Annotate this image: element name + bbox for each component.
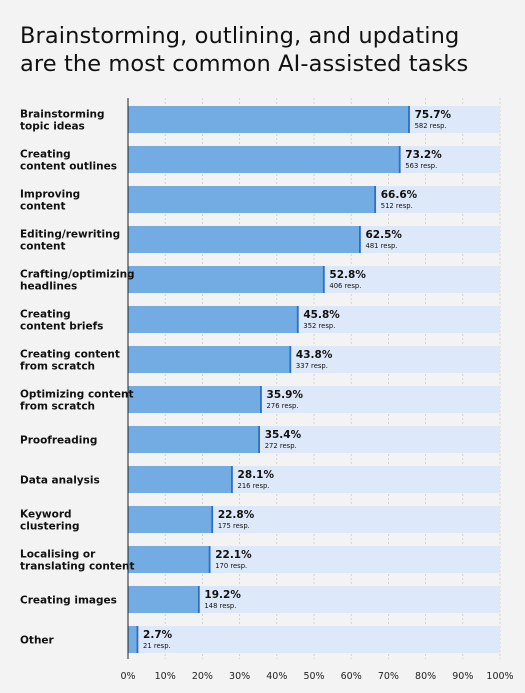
x-tick-label: 40% bbox=[266, 671, 287, 682]
value-label: 73.2% bbox=[405, 149, 442, 161]
category-label: from scratch bbox=[20, 361, 95, 373]
x-tick-label: 90% bbox=[452, 671, 473, 682]
x-tick-label: 100% bbox=[486, 671, 513, 682]
bar bbox=[128, 226, 361, 253]
bar-end-marker bbox=[208, 546, 211, 573]
bar-track bbox=[128, 626, 500, 653]
bar-end-marker bbox=[136, 626, 139, 653]
value-label: 19.2% bbox=[204, 589, 241, 601]
bar bbox=[128, 266, 325, 293]
category-label: from scratch bbox=[20, 401, 95, 413]
category-label: clustering bbox=[20, 521, 79, 533]
bar bbox=[128, 466, 233, 493]
bar-end-marker bbox=[289, 346, 292, 373]
bar-end-marker bbox=[359, 226, 361, 253]
response-count-label: 481 resp. bbox=[366, 242, 398, 250]
response-count-label: 21 resp. bbox=[143, 642, 171, 650]
category-label: Localising or bbox=[20, 549, 96, 561]
response-count-label: 352 resp. bbox=[303, 322, 335, 330]
value-label: 2.7% bbox=[143, 629, 173, 641]
bar bbox=[128, 626, 139, 653]
chart-title-line-2: are the most common AI-assisted tasks bbox=[20, 51, 469, 77]
response-count-label: 272 resp. bbox=[265, 442, 297, 450]
response-count-label: 175 resp. bbox=[218, 522, 250, 530]
bar bbox=[128, 306, 299, 333]
category-label: headlines bbox=[20, 281, 77, 293]
category-label: Creating bbox=[20, 309, 71, 321]
x-tick-label: 10% bbox=[155, 671, 176, 682]
category-label: content briefs bbox=[20, 321, 103, 333]
category-label: Creating bbox=[20, 149, 71, 161]
value-label: 66.6% bbox=[381, 189, 418, 201]
value-label: 43.8% bbox=[296, 349, 333, 361]
x-tick-label: 0% bbox=[120, 671, 135, 682]
category-label: Creating images bbox=[20, 595, 117, 607]
category-label: content bbox=[20, 241, 66, 253]
value-label: 22.8% bbox=[218, 509, 255, 521]
bar-end-marker bbox=[211, 506, 214, 533]
bar bbox=[128, 186, 376, 213]
value-label: 52.8% bbox=[329, 269, 366, 281]
response-count-label: 216 resp. bbox=[238, 482, 270, 490]
chart-title-line-1: Brainstorming, outlining, and updating bbox=[20, 23, 460, 49]
bar bbox=[128, 146, 401, 173]
response-count-label: 276 resp. bbox=[267, 402, 299, 410]
bar-end-marker bbox=[258, 426, 260, 453]
value-label: 45.8% bbox=[303, 309, 340, 321]
response-count-label: 170 resp. bbox=[215, 562, 247, 570]
bar bbox=[128, 346, 291, 373]
x-tick-label: 80% bbox=[415, 671, 436, 682]
response-count-label: 406 resp. bbox=[329, 282, 361, 290]
bar bbox=[128, 546, 211, 573]
category-label: Creating content bbox=[20, 349, 120, 361]
value-label: 62.5% bbox=[366, 229, 403, 241]
category-label: Optimizing content bbox=[20, 389, 134, 401]
x-tick-label: 70% bbox=[378, 671, 399, 682]
value-label: 75.7% bbox=[415, 109, 452, 121]
response-count-label: 582 resp. bbox=[415, 122, 447, 130]
category-label: Editing/rewriting bbox=[20, 229, 120, 241]
response-count-label: 512 resp. bbox=[381, 202, 413, 210]
category-label: Keyword bbox=[20, 509, 72, 521]
bar bbox=[128, 586, 200, 613]
bar-end-marker bbox=[231, 466, 233, 493]
category-label: Proofreading bbox=[20, 435, 97, 447]
category-label: Other bbox=[20, 635, 55, 647]
value-label: 35.9% bbox=[267, 389, 304, 401]
bar-end-marker bbox=[260, 386, 262, 413]
bar bbox=[128, 386, 262, 413]
category-label: Crafting/optimizing bbox=[20, 269, 135, 281]
value-label: 35.4% bbox=[265, 429, 302, 441]
category-label: content outlines bbox=[20, 161, 117, 173]
x-tick-label: 20% bbox=[192, 671, 213, 682]
category-label: Improving bbox=[20, 189, 80, 201]
bar-end-marker bbox=[408, 106, 410, 133]
bar bbox=[128, 426, 260, 453]
x-tick-label: 30% bbox=[229, 671, 250, 682]
value-label: 28.1% bbox=[238, 469, 275, 481]
category-label: Brainstorming bbox=[20, 109, 105, 121]
category-label: content bbox=[20, 201, 66, 213]
bar-end-marker bbox=[322, 266, 325, 293]
category-label: topic ideas bbox=[20, 121, 85, 133]
chart-title: Brainstorming, outlining, and updating a… bbox=[20, 22, 510, 78]
bar-end-marker bbox=[398, 146, 401, 173]
bar-end-marker bbox=[296, 306, 299, 333]
category-label: Data analysis bbox=[20, 475, 100, 487]
x-tick-label: 50% bbox=[303, 671, 324, 682]
bar-end-marker bbox=[197, 586, 200, 613]
x-tick-label: 60% bbox=[341, 671, 362, 682]
response-count-label: 563 resp. bbox=[405, 162, 437, 170]
bar-end-marker bbox=[374, 186, 377, 213]
category-label: translating content bbox=[20, 561, 135, 573]
bar bbox=[128, 506, 213, 533]
value-label: 22.1% bbox=[215, 549, 252, 561]
bar bbox=[128, 106, 410, 133]
response-count-label: 148 resp. bbox=[204, 602, 236, 610]
response-count-label: 337 resp. bbox=[296, 362, 328, 370]
